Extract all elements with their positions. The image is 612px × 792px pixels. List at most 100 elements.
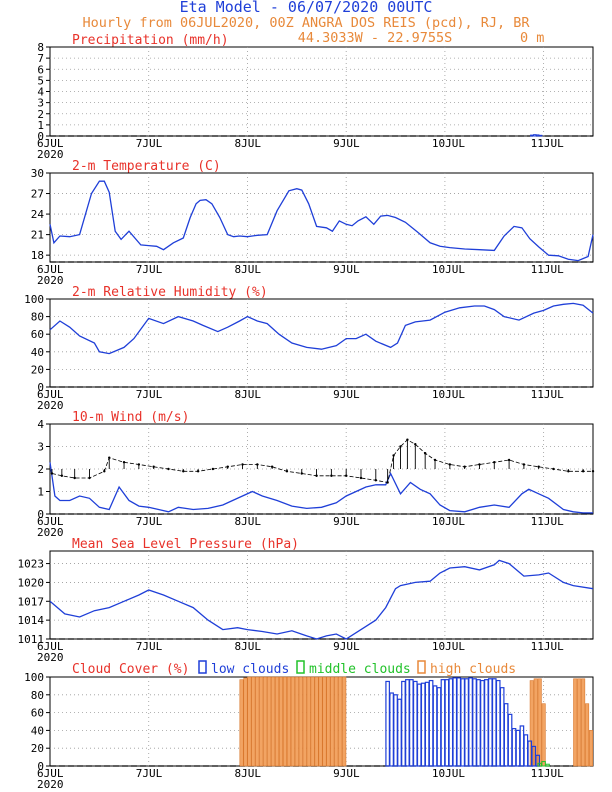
wind-barb-head [567,470,570,473]
low-cloud-bar [452,677,458,767]
wind-barb-head [448,463,452,466]
precip-bar [536,134,540,137]
rh-frame [49,298,594,388]
low-cloud-bar [456,677,462,767]
rh-ytick-label: 40 [31,346,44,359]
low-cloud-bar [499,687,505,767]
mslp-ytick-label: 1023 [18,558,45,571]
high-cloud-bar [334,676,339,767]
wind-ytick-label: 3 [37,441,44,454]
precip-ytick-label: 7 [37,52,44,65]
wind-xtick-label: 11JUL [531,515,564,528]
wind-xtick-label: 7JUL [136,515,163,528]
low-cloud-bar [511,728,517,767]
cloud-xtick-label: 6JUL [37,767,64,780]
temp-panel-title: 2-m Temperature (C) [72,159,221,174]
mslp-xtick-label: 8JUL [234,640,261,653]
wind-panel: 0 1 2 3 4 6JUL2020 7JUL 8JUL 9JUL 10JUL 11JUL [37,418,595,539]
high-cloud-bar [314,676,319,767]
precip-xtick-label: 10JUL [432,137,465,150]
high-cloud-bar [298,676,303,767]
wind-xtick-year: 2020 [37,526,64,539]
low-cloud-bar [464,678,469,767]
temp-xtick-label: 6JUL [37,263,64,276]
rh-xtick-label: 6JUL [37,388,64,401]
precip-bar [538,134,543,137]
wind-ytick-label: 2 [37,463,44,476]
rh-panel: 0 20 40 60 80 100 6JUL2020 7JUL 8JUL 9JUL 10JUL 11J… [24,293,594,412]
low-cloud-bar [491,678,497,767]
legend-high-label: high clouds [430,662,516,677]
low-cloud-bar [472,678,477,767]
low-cloud-bar [401,680,406,767]
cloud-ytick-label: 20 [31,742,44,755]
rh-xtick-label: 10JUL [432,388,465,401]
low-cloud-bar [476,679,481,767]
rh-ytick-label: 60 [31,328,44,341]
wind-barb-head [359,476,363,480]
low-cloud-bar [444,679,450,767]
mslp-xtick-label: 7JUL [136,640,163,653]
high-cloud-bar [330,676,335,767]
wind-barb-head [182,470,185,473]
precip-xtick-label: 9JUL [333,137,360,150]
precip-ytick-label: 4 [37,86,44,99]
rh-xtick-year: 2020 [37,399,64,412]
mslp-panel: 1011 1014 1017 1020 1023 6JUL2020 7JUL 8JUL 9JUL… [18,550,594,664]
low-cloud-bar [468,677,473,767]
wind-xtick-label: 8JUL [234,515,261,528]
high-cloud-bar [338,676,343,767]
rh-ytick-label: 80 [31,311,44,324]
precip-xtick-label: 6JUL [37,137,64,150]
cloud-xtick-label: 10JUL [432,767,465,780]
cloud-xtick-label: 8JUL [234,767,261,780]
precip-ytick-label: 0 [37,130,44,143]
wind-barb-head [211,467,215,471]
high-cloud-bar [541,703,546,767]
high-cloud-bar [302,676,307,767]
mslp-ytick-label: 1011 [18,633,45,646]
low-cloud-bar [523,734,529,767]
low-cloud-bar [412,680,418,767]
low-cloud-bar [440,679,446,767]
mslp-ytick-label: 1020 [18,576,45,589]
low-cloud-bar [448,678,454,767]
low-cloud-bar [393,694,398,767]
legend-low-swatch [198,660,207,674]
low-cloud-bar [397,698,402,767]
low-cloud-bar [480,679,485,767]
precip-bar [533,134,537,137]
precip-ytick-label: 2 [37,108,44,121]
high-cloud-bar [255,676,260,767]
high-cloud-bar [585,703,590,767]
cloud-ytick-label: 80 [31,689,44,702]
station-coords: 44.3033W - 22.9755S [298,30,452,46]
low-cloud-bar [503,703,509,767]
cloud-ytick-label: 100 [24,671,44,684]
cloud-panel: 0 20 40 60 80 100 6JUL2020 7JUL 8JUL 9JUL 10JUL 11J… [24,671,594,791]
low-cloud-bar [515,729,521,767]
high-cloud-bar [286,676,291,767]
rh-ytick-label: 20 [31,363,44,376]
low-cloud-bar [432,685,438,767]
high-cloud-bar [263,676,268,767]
cloud-ytick-label: 60 [31,707,44,720]
precip-panel-title: Precipitation (mm/h) [72,33,229,48]
wind-barb-head [478,463,481,466]
temp-panel: 18 21 24 27 30 6JUL2020 7JUL 8JUL 9JUL 10JUL 11JUL [31,167,594,287]
precip-ytick-label: 5 [37,74,44,87]
wind-ytick-label: 4 [37,418,44,431]
mslp-series-line [49,559,594,640]
cloud-xtick-label: 7JUL [136,767,163,780]
rh-xtick-label: 8JUL [234,388,261,401]
wind-xtick-label: 10JUL [432,515,465,528]
high-cloud-bar [271,676,276,767]
high-cloud-bar [282,676,287,767]
mslp-frame [49,550,594,640]
high-cloud-bar [267,676,272,767]
low-cloud-bar [405,679,410,767]
precip-ytick-label: 6 [37,63,44,76]
cloud-xtick-year: 2020 [37,778,64,791]
